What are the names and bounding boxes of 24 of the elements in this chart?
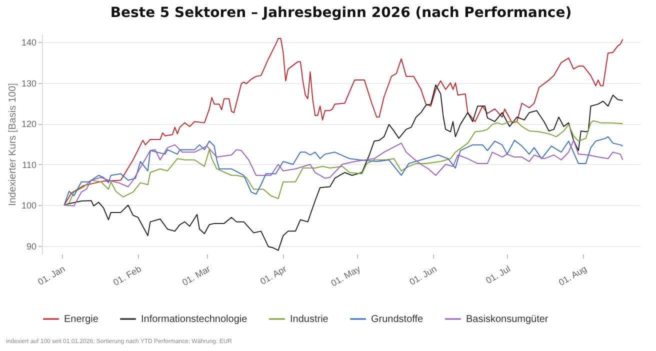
y-tick-label: 90 [26,241,36,252]
legend-label: Energie [64,314,99,325]
x-tick-label: 01. May [329,263,362,288]
x-tick-label: 01. Jun [408,264,438,288]
x-tick-label: 01. Jan [36,264,67,288]
x-tick-label: 01. Mar [180,264,212,288]
legend-label: Grundstoffe [371,314,424,325]
legend-label: Informationstechnologie [141,314,248,325]
y-tick-label: 120 [21,119,36,130]
x-tick-label: 01. Feb [112,264,143,288]
x-tick-label: 01. Aug [556,264,588,288]
y-tick-label: 100 [21,200,36,211]
legend-label: Industrie [290,314,329,325]
line-series [64,38,624,206]
y-tick-label: 140 [21,38,36,48]
line-series [64,120,624,206]
chart-title: Beste 5 Sektoren – Jahresbeginn 2026 (nach Performance) [110,5,572,21]
y-tick-label: 110 [22,160,36,170]
y-axis-title: Indexierter Kurs [Basis 100] [7,82,18,206]
line-series [64,84,624,251]
x-tick-label: 01. Apr [258,264,288,287]
y-tick-label: 130 [21,78,36,88]
x-tick-label: 01. Jul [484,264,512,286]
legend-label: Basiskonsumgüter [466,314,549,325]
